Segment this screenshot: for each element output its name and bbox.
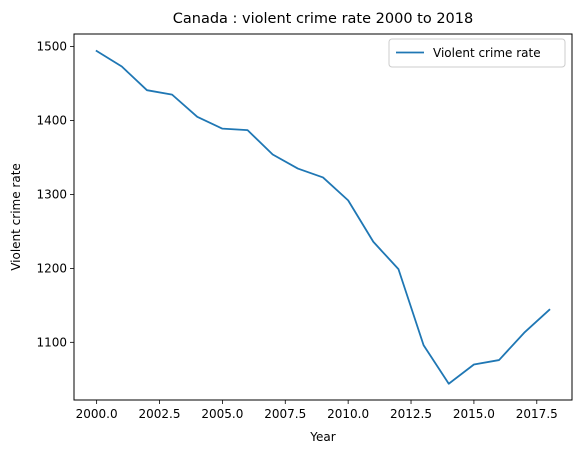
x-tick-label: 2005.0: [201, 407, 243, 421]
x-tick-label: 2012.5: [390, 407, 432, 421]
plot-frame: [73, 33, 573, 401]
data-point: [196, 115, 199, 118]
data-point: [246, 129, 249, 132]
x-tick-label: 2002.5: [139, 407, 181, 421]
data-point: [322, 176, 325, 179]
data-point: [95, 50, 98, 53]
data-point: [120, 65, 123, 68]
data-point: [397, 268, 400, 271]
x-axis-ticks: 2000.0 2002.5 2005.0 2007.5 2010.0 2012.5 2015…: [76, 400, 558, 421]
y-tick-label: 1400: [36, 114, 67, 128]
y-axis-label: Violent crime rate: [9, 163, 23, 271]
data-point: [271, 153, 274, 156]
chart-title: Canada : violent crime rate 2000 to 2018: [173, 11, 473, 27]
data-point: [372, 240, 375, 243]
data-point: [171, 93, 174, 96]
x-tick-label: 2000.0: [76, 407, 118, 421]
data-point: [447, 382, 450, 385]
data-point: [548, 308, 551, 311]
data-point: [347, 199, 350, 202]
data-point: [221, 127, 224, 130]
legend-box: [388, 38, 566, 68]
x-tick-label: 2007.5: [264, 407, 306, 421]
x-tick-label: 2015.0: [453, 407, 495, 421]
series-line-violent-crime-rate: [95, 49, 551, 385]
data-point: [422, 344, 425, 347]
data-point: [472, 363, 475, 366]
legend-label-violent-crime-rate: Violent crime rate: [433, 46, 541, 60]
data-point: [498, 359, 501, 362]
data-point: [296, 167, 299, 170]
data-point: [523, 331, 526, 334]
x-axis-label: Year: [309, 430, 335, 444]
legend: Violent crime rate: [388, 38, 566, 68]
y-tick-label: 1500: [36, 40, 67, 54]
x-tick-label: 2010.0: [327, 407, 369, 421]
x-tick-label: 2017.5: [516, 407, 558, 421]
series-layer: [95, 49, 551, 385]
data-point: [145, 89, 148, 92]
y-tick-label: 1300: [36, 187, 67, 201]
y-tick-label: 1200: [36, 261, 67, 275]
y-tick-label: 1100: [36, 335, 67, 349]
y-axis-ticks: 1100 1200 1300 1400 1500: [36, 40, 74, 349]
